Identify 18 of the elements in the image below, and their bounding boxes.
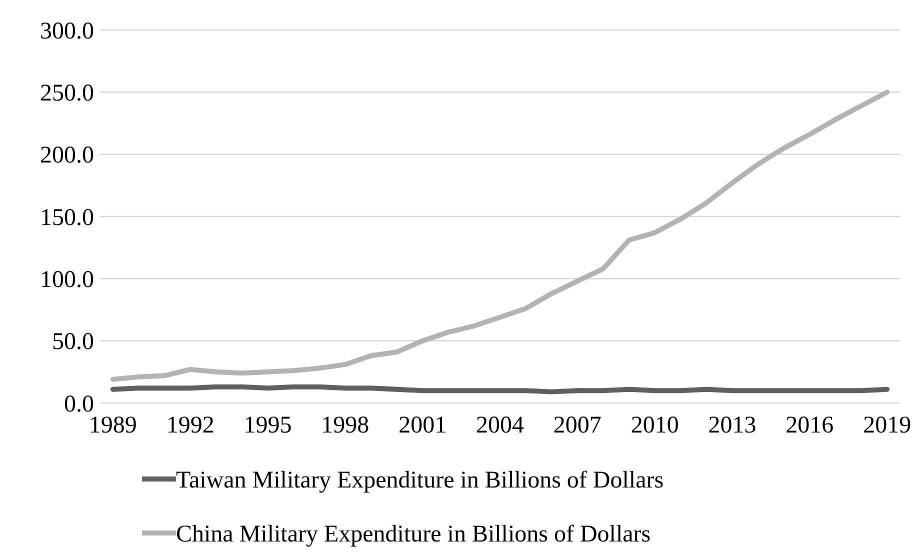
y-tick-label: 150.0 — [40, 204, 94, 231]
x-tick-label: 2013 — [708, 412, 756, 438]
x-tick-label: 1995 — [244, 412, 292, 438]
legend-label: China Military Expenditure in Billions of Dollars — [176, 521, 651, 548]
y-tick-label: 300.0 — [40, 18, 94, 44]
x-tick-label: 2016 — [786, 412, 834, 438]
y-tick-label: 100.0 — [40, 267, 94, 294]
x-tick-label: 2007 — [553, 412, 602, 438]
x-tick-label: 1992 — [166, 412, 214, 438]
y-tick-label: 50.0 — [52, 329, 94, 356]
legend-label: Taiwan Military Expenditure in Billions of Dollars — [176, 467, 664, 494]
y-tick-label: 200.0 — [40, 142, 94, 169]
y-tick-label: 250.0 — [40, 80, 94, 107]
x-tick-label: 2019 — [863, 412, 912, 438]
x-tick-label: 2001 — [398, 412, 447, 438]
x-tick-label: 2004 — [476, 412, 524, 438]
x-tick-label: 2010 — [630, 412, 679, 438]
x-tick-label: 1998 — [321, 412, 370, 438]
